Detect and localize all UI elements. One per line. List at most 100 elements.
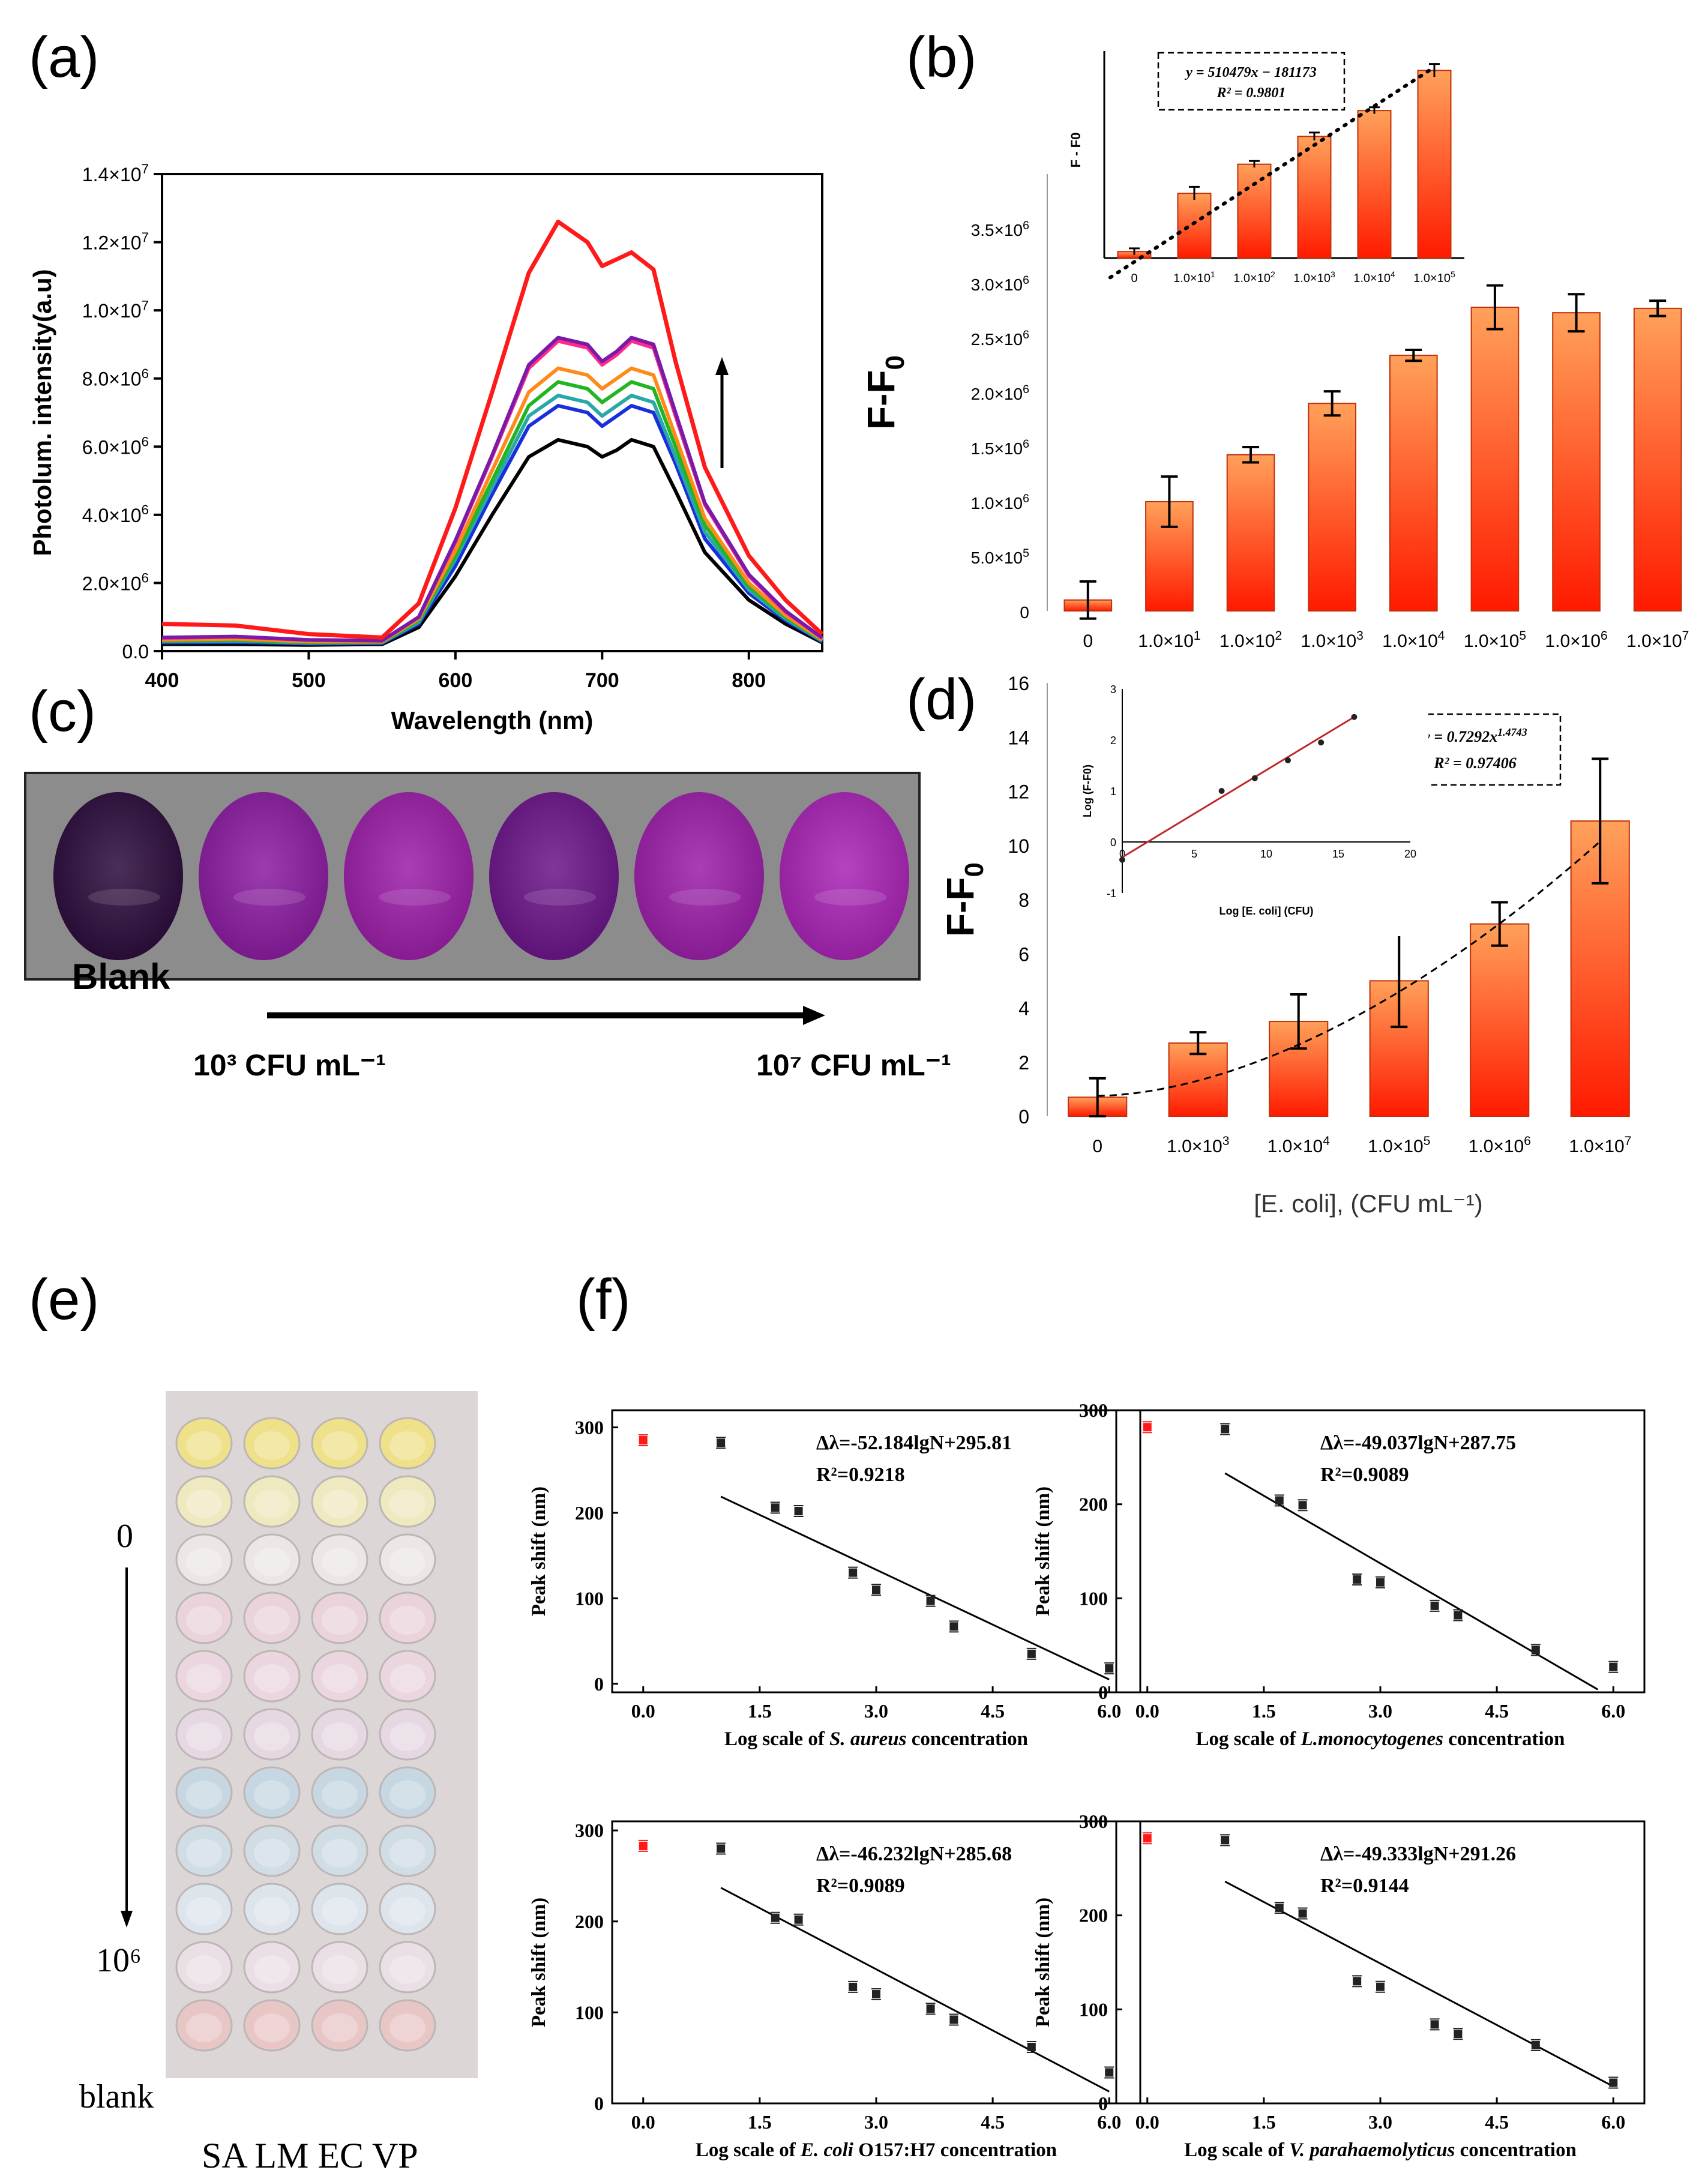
inset-x-tick: 0 <box>1119 848 1125 860</box>
data-point-0 <box>639 1841 648 1850</box>
well-shade-4 <box>634 792 764 960</box>
tube-r3-c3 <box>379 1591 436 1644</box>
x-tick-label: 3.0 <box>864 1700 888 1722</box>
y-tick-label: 300 <box>575 1820 604 1841</box>
tube-r2-c2 <box>311 1533 368 1586</box>
inset-x-tick-0: 0 <box>1131 272 1137 285</box>
tube-r0-c2 <box>311 1417 368 1470</box>
y-tick-label: 0 <box>1098 1682 1108 1703</box>
tube-inner-r5-c3 <box>389 1722 425 1751</box>
well-shade-2 <box>344 792 474 960</box>
tube-r3-c1 <box>243 1591 301 1644</box>
series-line-s7 <box>161 335 823 643</box>
data-point-0 <box>639 1435 648 1444</box>
y-tick-label: 10 <box>1008 835 1029 857</box>
inset-point-4 <box>1318 739 1325 746</box>
well-meniscus-1 <box>233 889 305 906</box>
tube-inner-r2-c1 <box>254 1548 290 1576</box>
r-squared: R²=0.9144 <box>1320 1875 1409 1897</box>
inset-y-tick: -1 <box>1107 888 1116 900</box>
tube-r8-c1 <box>243 1883 301 1935</box>
tube-r2-c0 <box>175 1533 233 1586</box>
panel-label-c: (c) <box>29 679 96 744</box>
y-axis-label: Peak shift (nm) <box>1032 1486 1054 1616</box>
tube-inner-r9-c1 <box>254 1955 290 1984</box>
tube-r1-c1 <box>243 1475 301 1528</box>
y-tick-label: 1.2×107 <box>82 230 149 254</box>
chart-d-bars: 0 1.0×103 1.0×104 1.0×105 1.0×106 1.0×107 0 2 4 6… <box>939 673 1631 1218</box>
y-tick-label: 200 <box>1079 1905 1108 1926</box>
y-axis-label: Peak shift (nm) <box>528 1898 550 2027</box>
r-squared: R²=0.9089 <box>1320 1464 1409 1486</box>
inset-background <box>1080 678 1428 936</box>
data-point-2 <box>1275 1904 1284 1913</box>
inset-bar-5 <box>1417 70 1452 259</box>
tube-r8-c0 <box>175 1883 233 1935</box>
x-tick-label: 1.5 <box>1252 2111 1276 2133</box>
tube-r8-c2 <box>311 1883 368 1935</box>
y-axis-label: Peak shift (nm) <box>528 1486 550 1616</box>
data-point-3 <box>1298 1909 1307 1918</box>
panel-label-e: (e) <box>29 1267 99 1332</box>
x-tick-label: 800 <box>732 669 766 692</box>
y-tick-label: 100 <box>1079 1587 1108 1609</box>
tube-inner-r4-c1 <box>254 1664 290 1693</box>
data-point-9 <box>1105 1664 1114 1673</box>
x-tick-label-1: 1.0×103 <box>1167 1134 1229 1156</box>
x-axis-label: [E. coli], (CFU mL⁻¹) <box>1254 1189 1483 1218</box>
x-tick-label-5: 1.0×107 <box>1569 1134 1631 1156</box>
x-tick-label: 4.5 <box>981 1700 1005 1722</box>
tube-inner-r8-c2 <box>322 1897 358 1926</box>
inset-bar-2 <box>1237 163 1272 259</box>
tube-inner-r5-c2 <box>322 1722 358 1751</box>
tube-r0-c1 <box>243 1417 301 1470</box>
panel-label-f: (f) <box>576 1267 631 1332</box>
tube-inner-r0-c3 <box>389 1431 425 1460</box>
x-tick-label-2: 1.0×102 <box>1219 629 1282 651</box>
tube-r5-c3 <box>379 1708 436 1761</box>
tube-r4-c2 <box>311 1650 368 1703</box>
tube-inner-r7-c1 <box>254 1839 290 1868</box>
panel-e-tubes: 0 10⁶ blank SA LM EC VP <box>79 1391 478 2175</box>
y-tick-label: 3.0×106 <box>971 274 1029 294</box>
y-tick-label: 6.0×106 <box>82 434 149 458</box>
y-tick-label: 2.0×106 <box>82 571 149 595</box>
tube-r8-c3 <box>379 1883 436 1935</box>
data-point-4 <box>849 1982 858 1991</box>
data-point-2 <box>771 1503 780 1512</box>
regression-line <box>1224 1880 1614 2088</box>
y-tick-label: 0 <box>594 2093 604 2114</box>
high-concentration-label: 10⁷ CFU mL⁻¹ <box>756 1048 951 1082</box>
inset-equation: y = 510479x − 181173 <box>1184 65 1317 80</box>
y-tick-label: 6 <box>1018 943 1029 965</box>
r-squared: R²=0.9089 <box>816 1875 905 1897</box>
inset-bar-4 <box>1357 110 1392 259</box>
tube-r2-c3 <box>379 1533 436 1586</box>
tube-r10-c0 <box>175 1999 233 2052</box>
x-tick-label: 1.5 <box>748 2111 772 2133</box>
tube-inner-r0-c2 <box>322 1431 358 1460</box>
tube-inner-r1-c0 <box>186 1489 222 1518</box>
y-tick-label: 100 <box>575 2001 604 2023</box>
x-tick-label: 0.0 <box>631 2111 655 2133</box>
data-point-8 <box>1027 2043 1036 2051</box>
fit-r2: R² = 0.97406 <box>1433 754 1516 772</box>
x-tick-label-2: 1.0×104 <box>1267 1134 1331 1156</box>
y-tick-label: 4 <box>1018 998 1029 1020</box>
y-axis-label: Photolum. intensity(a.u) <box>28 269 56 556</box>
tube-r10-c1 <box>243 1999 301 2052</box>
x-axis-label: Wavelength (nm) <box>391 706 594 735</box>
tube-inner-r4-c0 <box>186 1664 222 1693</box>
bar-4 <box>1389 355 1438 612</box>
inset-point-3 <box>1285 757 1291 763</box>
label-zero: 0 <box>116 1518 133 1555</box>
data-point-9 <box>1609 1662 1618 1671</box>
equation: Δλ=-52.184lgN+295.81 <box>816 1432 1012 1454</box>
panel-label-b: (b) <box>906 25 976 89</box>
data-point-6 <box>1430 1601 1439 1610</box>
x-tick-label: 4.5 <box>1485 2111 1509 2133</box>
increase-arrow-head <box>715 357 729 375</box>
x-axis-label: Log scale of E. coli O157:H7 concentrati… <box>696 2139 1057 2161</box>
tube-inner-r2-c3 <box>389 1548 425 1576</box>
